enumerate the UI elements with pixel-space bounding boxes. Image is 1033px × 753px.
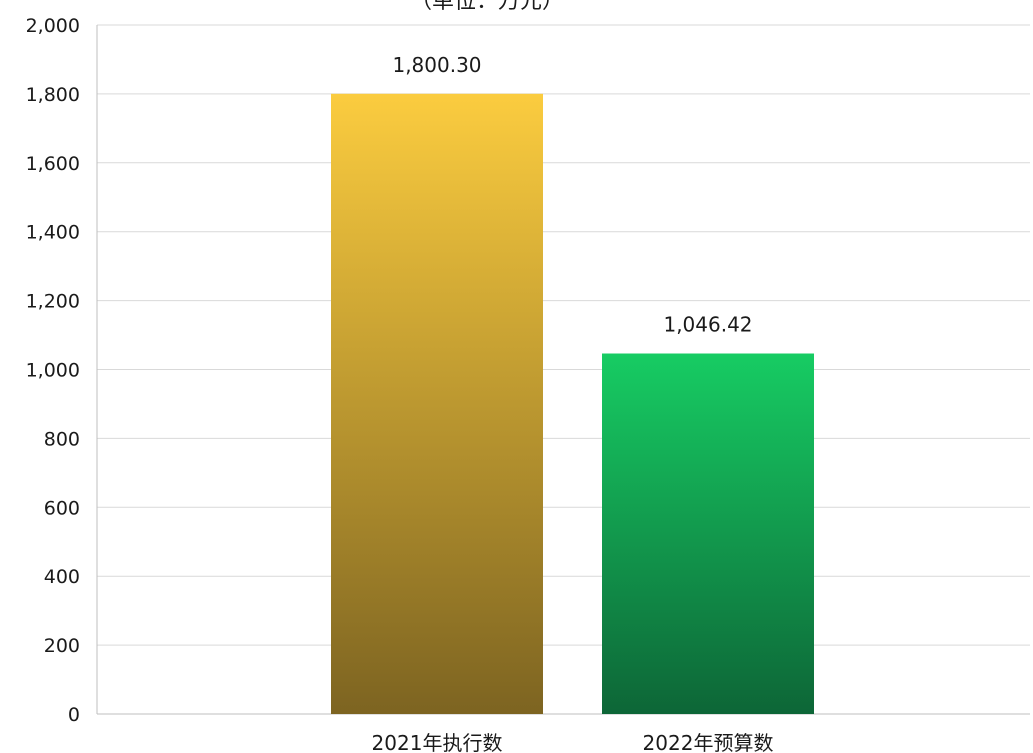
x-tick-label: 2022年预算数 <box>643 731 774 753</box>
y-tick-label: 0 <box>68 704 80 726</box>
bar <box>331 93 543 715</box>
y-tick-label: 1,000 <box>26 360 80 382</box>
y-tick-label: 600 <box>44 497 80 519</box>
y-tick-label: 1,400 <box>26 222 80 244</box>
y-tick-label: 800 <box>44 428 80 450</box>
y-tick-label: 1,800 <box>26 84 80 106</box>
chart-title: （单位：万元） <box>410 0 564 14</box>
y-tick-label: 1,600 <box>26 153 80 175</box>
y-tick-label: 2,000 <box>26 15 80 37</box>
bar-value-label: 1,800.30 <box>392 53 481 77</box>
x-tick-label: 2021年执行数 <box>372 731 503 753</box>
bar <box>602 353 814 714</box>
y-tick-label: 400 <box>44 566 80 588</box>
y-tick-label: 200 <box>44 635 80 657</box>
x-axis-labels: 2021年执行数 2022年预算数 <box>372 731 774 753</box>
gridlines <box>96 24 1030 715</box>
value-labels: 1,800.30 1,046.42 <box>392 53 752 337</box>
y-tick-label: 1,200 <box>26 291 80 313</box>
bars <box>331 93 814 715</box>
y-axis-ticks: 0 200 400 600 800 1,000 1,200 1,400 1,600 1,800 2,… <box>26 15 80 726</box>
bar-value-label: 1,046.42 <box>663 313 752 337</box>
